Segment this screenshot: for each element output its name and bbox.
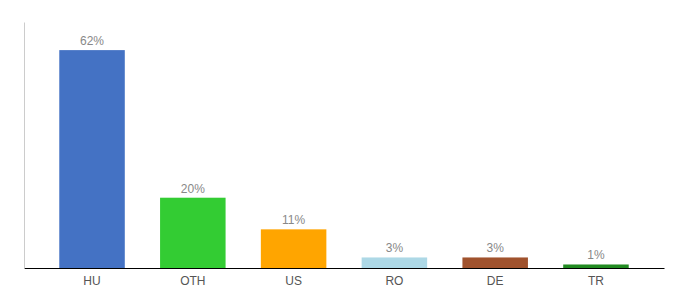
x-tick: US [285, 274, 302, 288]
bar [59, 50, 125, 268]
bar [563, 264, 629, 268]
x-tick-label: RO [385, 274, 403, 288]
chart: HU OTH US RO DE TR 62% 20% 11% 3% 3% 1% [0, 0, 680, 300]
x-tick-label: HU [83, 274, 100, 288]
data-label: 20% [181, 182, 205, 196]
bars [59, 50, 628, 268]
data-labels: 62% 20% 11% 3% 3% 1% [80, 34, 605, 262]
x-tick-label: DE [487, 274, 504, 288]
data-label: 11% [282, 213, 305, 227]
plot: HU OTH US RO DE TR 62% 20% 11% 3% 3% 1% [25, 23, 665, 288]
x-tick-label: OTH [180, 274, 205, 288]
x-axis-line [25, 268, 665, 269]
x-tick: HU [83, 274, 100, 288]
bar [462, 257, 528, 268]
x-tick-label: US [285, 274, 302, 288]
data-label: 62% [80, 34, 104, 48]
x-tick: RO [385, 274, 403, 288]
bar [160, 198, 226, 268]
bar [261, 229, 327, 268]
x-tick: TR [588, 274, 604, 288]
y-axis [24, 23, 25, 269]
data-label: 3% [386, 241, 404, 255]
x-tick-label: TR [588, 274, 604, 288]
bar [362, 257, 428, 268]
x-tick: OTH [180, 274, 205, 288]
data-label: 1% [587, 248, 605, 262]
x-axis: HU OTH US RO DE TR [25, 269, 665, 288]
y-axis-line [24, 23, 25, 269]
data-label: 3% [487, 241, 505, 255]
x-tick: DE [487, 274, 504, 288]
